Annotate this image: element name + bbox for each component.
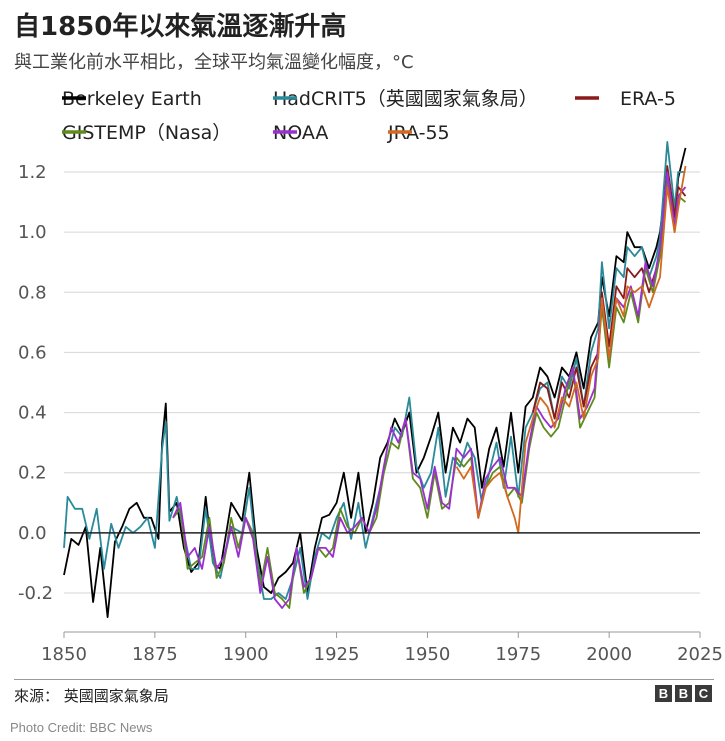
legend-label: HadCRIT5（英國國家氣象局）	[273, 88, 538, 110]
source-text: 來源： 英國國家氣象局	[14, 687, 169, 705]
x-tick-label: 1850	[41, 644, 87, 665]
y-tick-label: 1.2	[18, 162, 47, 183]
y-tick-label: 0.0	[18, 523, 47, 544]
x-tick-label: 1925	[314, 644, 360, 665]
series-line-0	[63, 147, 687, 618]
bbc-logo-block: C	[695, 685, 712, 702]
y-tick-label: 0.8	[18, 282, 47, 303]
x-tick-label: 2025	[677, 644, 723, 665]
legend-label: GISTEMP（Nasa）	[62, 122, 231, 144]
legend-label: Berkeley Earth	[62, 88, 202, 110]
x-tick-label: 1975	[495, 644, 541, 665]
chart-subtitle: 與工業化前水平相比，全球平均氣溫變化幅度，°C	[14, 52, 414, 73]
series-line-4	[172, 171, 687, 609]
y-tick-label: -0.2	[18, 583, 53, 604]
series-line-3	[172, 177, 687, 609]
y-tick-label: 0.6	[18, 342, 47, 363]
y-tick-label: 0.4	[18, 403, 47, 424]
series-line-5	[455, 165, 687, 534]
photo-credit: Photo Credit: BBC News	[10, 720, 153, 735]
temperature-chart: -0.2 0.0 0.2 0.4 0.6 0.8 1.0 1.2 1850 1875 1900 192…	[18, 88, 723, 665]
x-tick-label: 1950	[405, 644, 451, 665]
x-tick-label: 1900	[223, 644, 269, 665]
legend-label: ERA-5	[620, 88, 676, 110]
series-line-1	[63, 141, 686, 600]
y-tick-label: 0.2	[18, 463, 47, 484]
legend-label: JRA-55	[387, 122, 450, 144]
bbc-logo: B B C	[655, 685, 712, 702]
legend-label: NOAA	[273, 122, 328, 144]
y-tick-label: 1.0	[18, 222, 47, 243]
x-tick-label: 1875	[132, 644, 178, 665]
bbc-logo-block: B	[655, 685, 672, 702]
x-tick-label: 2000	[586, 644, 632, 665]
bbc-logo-block: B	[675, 685, 692, 702]
source-divider	[14, 679, 714, 680]
chart-title: 自1850年以來氣溫逐漸升高	[14, 12, 347, 42]
